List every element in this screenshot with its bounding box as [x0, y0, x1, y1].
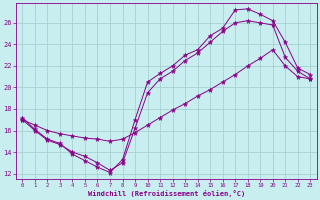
X-axis label: Windchill (Refroidissement éolien,°C): Windchill (Refroidissement éolien,°C): [88, 190, 245, 197]
